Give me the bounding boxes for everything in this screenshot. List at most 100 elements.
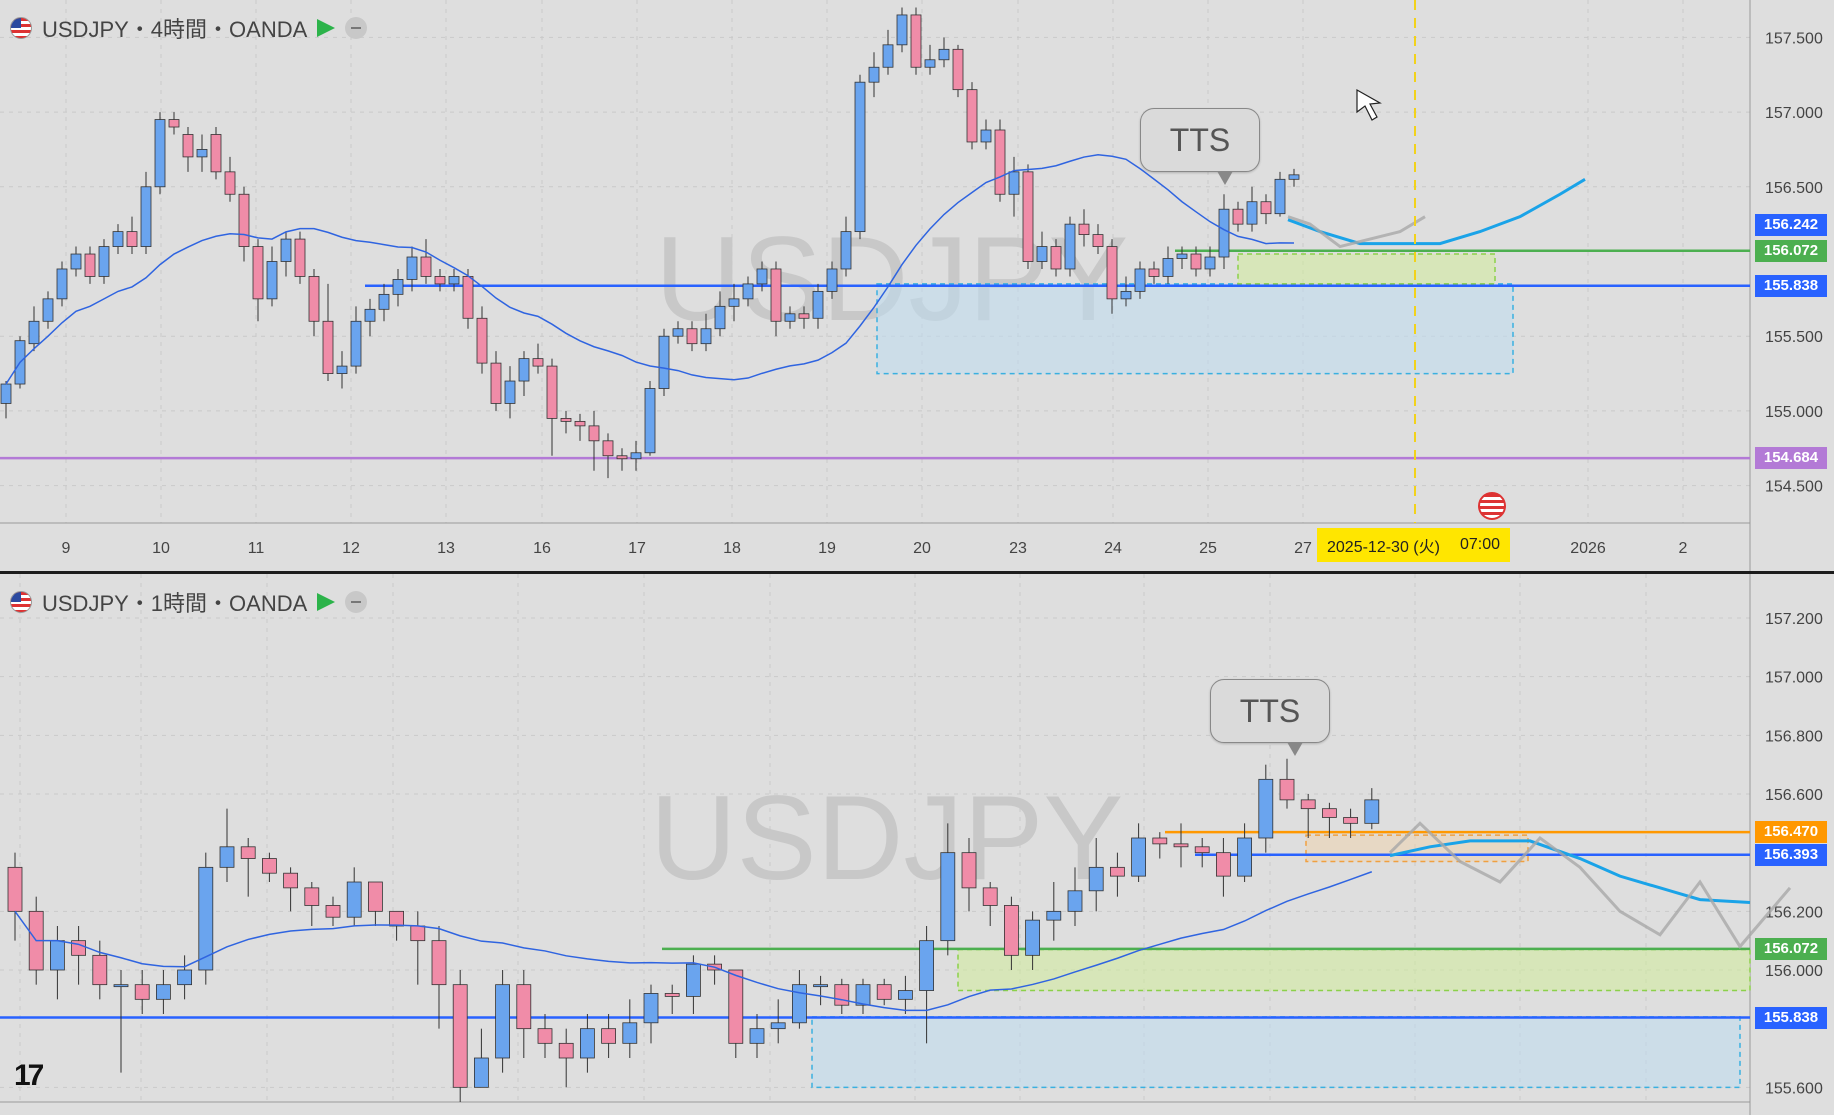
candle-body (798, 313, 810, 319)
price-label-tag: 156.470 (1755, 821, 1827, 844)
candle-body (938, 48, 950, 61)
candle-body (70, 253, 82, 270)
y-tick-label: 154.500 (1765, 479, 1823, 496)
candle-body (84, 253, 96, 277)
candle-body (473, 1057, 489, 1088)
y-tick-label: 157.200 (1765, 611, 1823, 628)
tradingview-logo[interactable]: 17 (14, 1059, 44, 1092)
candle-body (434, 276, 446, 285)
candle-body (210, 134, 222, 173)
y-tick-label: 156.200 (1765, 904, 1823, 921)
green-flag-icon[interactable] (317, 593, 336, 611)
symbol-legend[interactable]: USDJPY・4時間・OANDA (10, 14, 368, 42)
candle-body (431, 940, 447, 986)
candle-body (112, 231, 124, 247)
y-tick-label: 156.500 (1765, 180, 1823, 197)
zone-box (1237, 253, 1496, 285)
y-tick-label: 157.500 (1765, 30, 1823, 47)
candle-body (198, 866, 214, 971)
chart-pane-4h[interactable]: 9 10 11 12 13 16 17 18 19 20 23 24 25 27 2026 2 157.500 1… (0, 0, 1834, 573)
collapse-icon[interactable] (345, 17, 368, 39)
candle-body (728, 298, 740, 307)
candle-body (1216, 852, 1231, 877)
candle-body (961, 852, 977, 889)
price-label-tag: 156.393 (1755, 843, 1827, 866)
candle-body (966, 89, 978, 143)
candle-body (580, 1028, 595, 1059)
candle-body (56, 268, 68, 300)
candle-body (876, 984, 892, 1000)
candle-body (834, 984, 850, 1006)
tts-annotation[interactable]: TTS (1210, 679, 1330, 756)
candle-body (1088, 866, 1104, 892)
candle-body (980, 129, 992, 143)
price-label-tag: 154.684 (1755, 447, 1827, 470)
chart-1h-canvas[interactable]: 2:0018:002406:0012:0018:00252612:0018:00… (0, 574, 1834, 1115)
candle-body (283, 872, 299, 889)
candle-body (664, 993, 680, 997)
candle-body (476, 317, 488, 364)
projection-line (1287, 178, 1586, 246)
candle-body (1237, 837, 1252, 877)
us-flag-icon (10, 17, 32, 39)
candle-body (826, 268, 838, 292)
candle-body (840, 231, 852, 270)
candle-body (168, 119, 180, 128)
candle-body (994, 129, 1006, 195)
candle-body (182, 134, 194, 158)
symbol-label[interactable]: USDJPY・1時間・OANDA (42, 591, 308, 616)
y-tick-label: 156.800 (1765, 728, 1823, 745)
candle-body (1134, 268, 1146, 292)
candle-body (448, 276, 460, 285)
candle-body (643, 993, 659, 1024)
candle-body (574, 420, 586, 427)
candle-body (1190, 253, 1202, 270)
crosshair-date: 2025-12-30 (火) (1327, 539, 1440, 556)
candle-body (7, 866, 23, 912)
x-tick-label: 9 (62, 540, 71, 557)
symbol-label[interactable]: USDJPY・4時間・OANDA (42, 17, 308, 42)
chart-pane-1h[interactable]: 2:0018:002406:0012:0018:00252612:0018:00… (0, 573, 1834, 1115)
candle-body (1046, 910, 1062, 921)
moving-average-line (5, 154, 1295, 385)
candle-body (452, 984, 468, 1088)
candle-body (155, 984, 171, 1000)
candle-body (336, 365, 348, 374)
candle-body (537, 1028, 553, 1044)
candle-body (42, 298, 54, 322)
us-event-icon[interactable] (1478, 492, 1506, 520)
candle-body (742, 283, 754, 300)
candle-body (1232, 208, 1244, 225)
candle-body (919, 940, 934, 991)
x-tick-label: 11 (248, 540, 265, 557)
zone-box (876, 283, 1514, 375)
candle-body (364, 308, 376, 322)
x-tick-label: 13 (437, 540, 455, 557)
tts-annotation[interactable]: TTS (1140, 108, 1260, 185)
candle-body (1218, 208, 1230, 258)
candle-body (1364, 799, 1380, 824)
candle-body (304, 887, 320, 906)
chart-4h-canvas[interactable]: 9 10 11 12 13 16 17 18 19 20 23 24 25 27 2026 2 157.500 1… (0, 0, 1834, 571)
candle-body (50, 940, 65, 971)
candle-body (896, 14, 908, 46)
ghost-path (1388, 821, 1792, 950)
candle-body (392, 279, 404, 295)
candle-body (813, 984, 828, 988)
candle-body (924, 59, 936, 68)
candle-body (952, 48, 964, 91)
candle-body (630, 452, 642, 460)
candle-body (1300, 799, 1316, 810)
candle-body (784, 313, 796, 322)
candle-body (546, 365, 558, 419)
candle-body (98, 246, 110, 277)
candle-body (749, 1028, 765, 1044)
candle-body (1343, 817, 1358, 824)
collapse-icon[interactable] (345, 591, 368, 613)
candle-body (1008, 171, 1020, 195)
symbol-legend[interactable]: USDJPY・1時間・OANDA (10, 588, 368, 616)
candle-body (602, 440, 614, 457)
candle-body (770, 268, 782, 322)
green-flag-icon[interactable] (317, 19, 336, 37)
x-tick-label: 23 (1009, 540, 1027, 557)
